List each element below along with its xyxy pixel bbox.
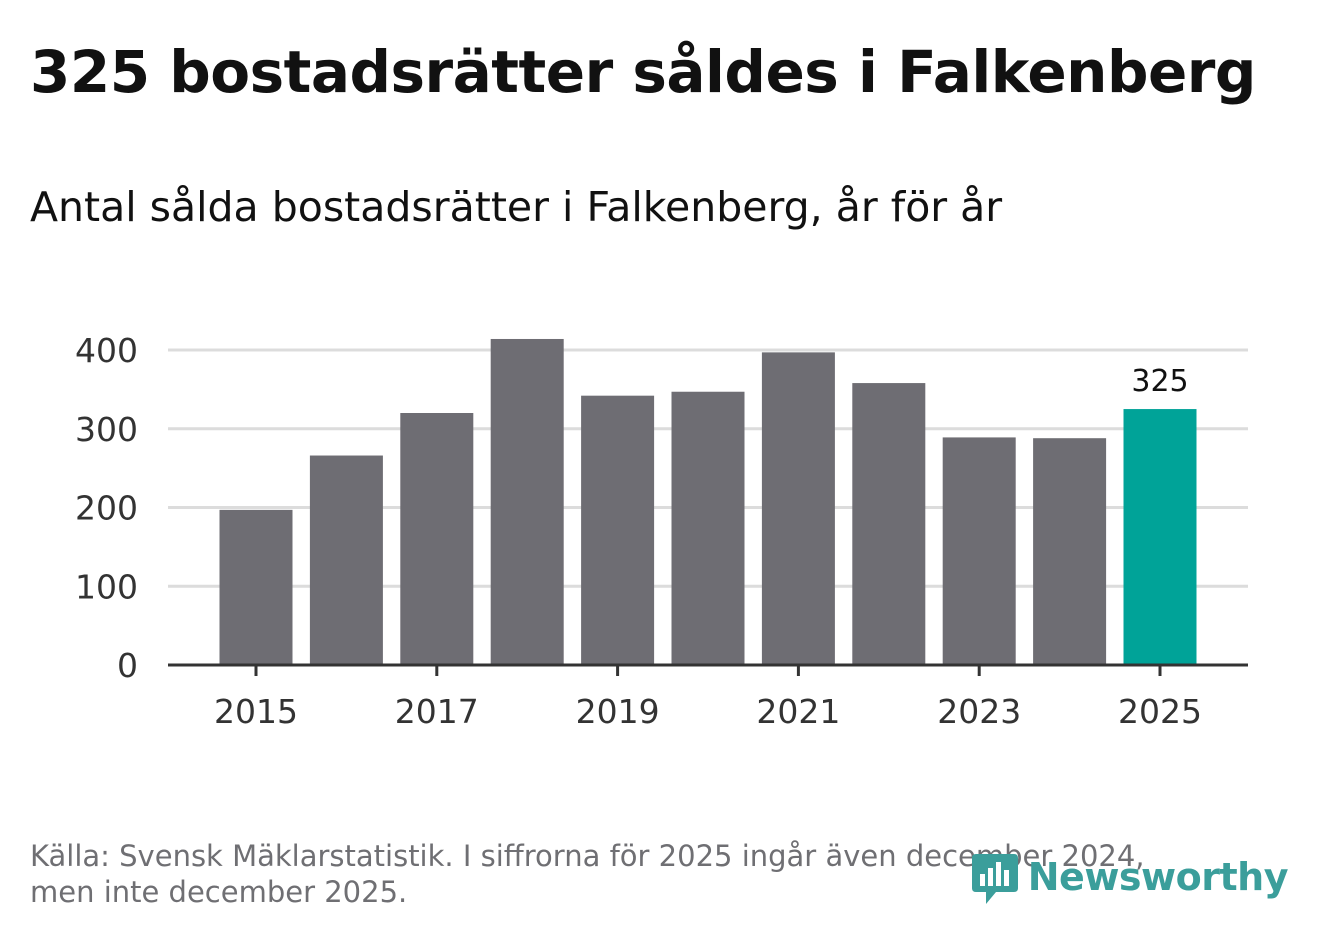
bar-2025 xyxy=(1123,409,1197,665)
newsworthy-logo-icon xyxy=(971,854,1018,904)
data-label-2025: 325 xyxy=(1131,364,1188,399)
bar-2018 xyxy=(490,338,564,665)
bar-2016 xyxy=(309,455,383,665)
bar-2015 xyxy=(219,509,293,665)
y-tick-label: 0 xyxy=(117,646,138,685)
source-note-line-1: Källa: Svensk Mäklarstatistik. I siffror… xyxy=(30,839,1145,873)
bar-2019 xyxy=(581,395,655,665)
brand-logo: Newsworthy xyxy=(970,848,1289,906)
x-tick-label: 2021 xyxy=(756,692,840,731)
bars xyxy=(219,338,1197,665)
source-note: Källa: Svensk Mäklarstatistik. I siffror… xyxy=(30,838,1230,910)
y-tick-label: 200 xyxy=(75,489,138,528)
bar-2022 xyxy=(852,383,926,665)
bar-2021 xyxy=(761,352,835,665)
bar-2020 xyxy=(671,391,745,665)
page-title: 325 bostadsrätter såldes i Falkenberg xyxy=(30,38,1256,106)
y-tick-label: 300 xyxy=(75,410,138,449)
x-tick-label: 2023 xyxy=(937,692,1021,731)
brand-name: Newsworthy xyxy=(1027,855,1289,899)
x-tick-label: 2015 xyxy=(214,692,298,731)
bar-2024 xyxy=(1033,438,1107,665)
labels: 0 100 200 300 400 2015 2017 2019 2021 2023 2025 325 xyxy=(75,331,1202,731)
chart-subtitle: Antal sålda bostadsrätter i Falkenberg, … xyxy=(30,183,1003,231)
y-tick-label: 100 xyxy=(75,567,138,606)
bar-chart: 0 100 200 300 400 2015 2017 2019 2021 2023 2025 325 xyxy=(75,331,1248,731)
x-tick-label: 2019 xyxy=(576,692,660,731)
x-tick-label: 2025 xyxy=(1118,692,1202,731)
source-note-line-2: men inte december 2025. xyxy=(30,875,408,909)
x-tick-label: 2017 xyxy=(395,692,479,731)
bar-2017 xyxy=(400,413,474,665)
axes xyxy=(168,663,1248,676)
y-tick-label: 400 xyxy=(75,331,138,370)
bar-2023 xyxy=(942,437,1016,665)
